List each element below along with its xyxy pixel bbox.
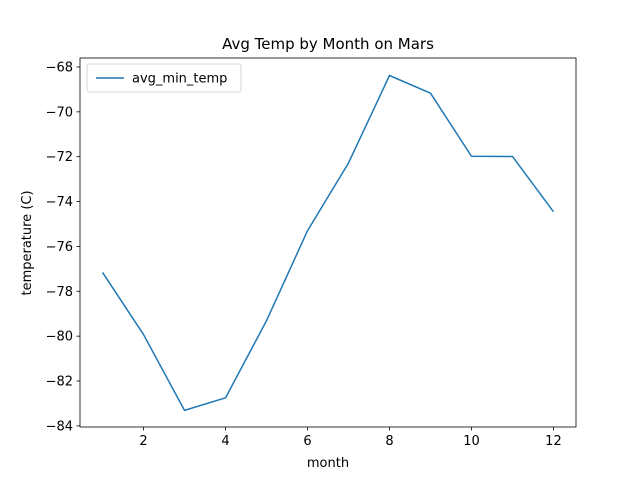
plot-area: 2 4 6 8 10 12 −84 −82 −80 −78 −76 −74 −72 −70 −68 avg_m… [46,57,577,449]
series-line-avg_min_temp [101,74,555,412]
legend-box [86,63,242,93]
x-tick-label: 8 [385,434,393,449]
x-tick-label: 6 [303,434,311,449]
chart-title: Avg Temp by Month on Mars [222,35,434,53]
y-tick-label: −80 [46,330,73,345]
y-tick-label: −84 [46,419,73,434]
y-tick-label: −74 [46,195,73,210]
y-axis-label: temperature (C) [20,190,35,295]
plot-frame [79,57,577,428]
x-tick-label: 12 [545,434,562,449]
y-tick-label: −82 [46,375,73,390]
y-tick-label: −68 [46,60,73,75]
y-tick-label: −78 [46,285,73,300]
x-tick-label: 2 [139,434,147,449]
x-tick-label: 10 [463,434,480,449]
x-axis-label: month [307,456,349,471]
y-tick-label: −70 [46,105,73,120]
y-tick-label: −72 [46,150,73,165]
x-tick-label: 4 [221,434,229,449]
y-tick-label: −76 [46,240,73,255]
legend-label: avg_min_temp [132,72,227,87]
